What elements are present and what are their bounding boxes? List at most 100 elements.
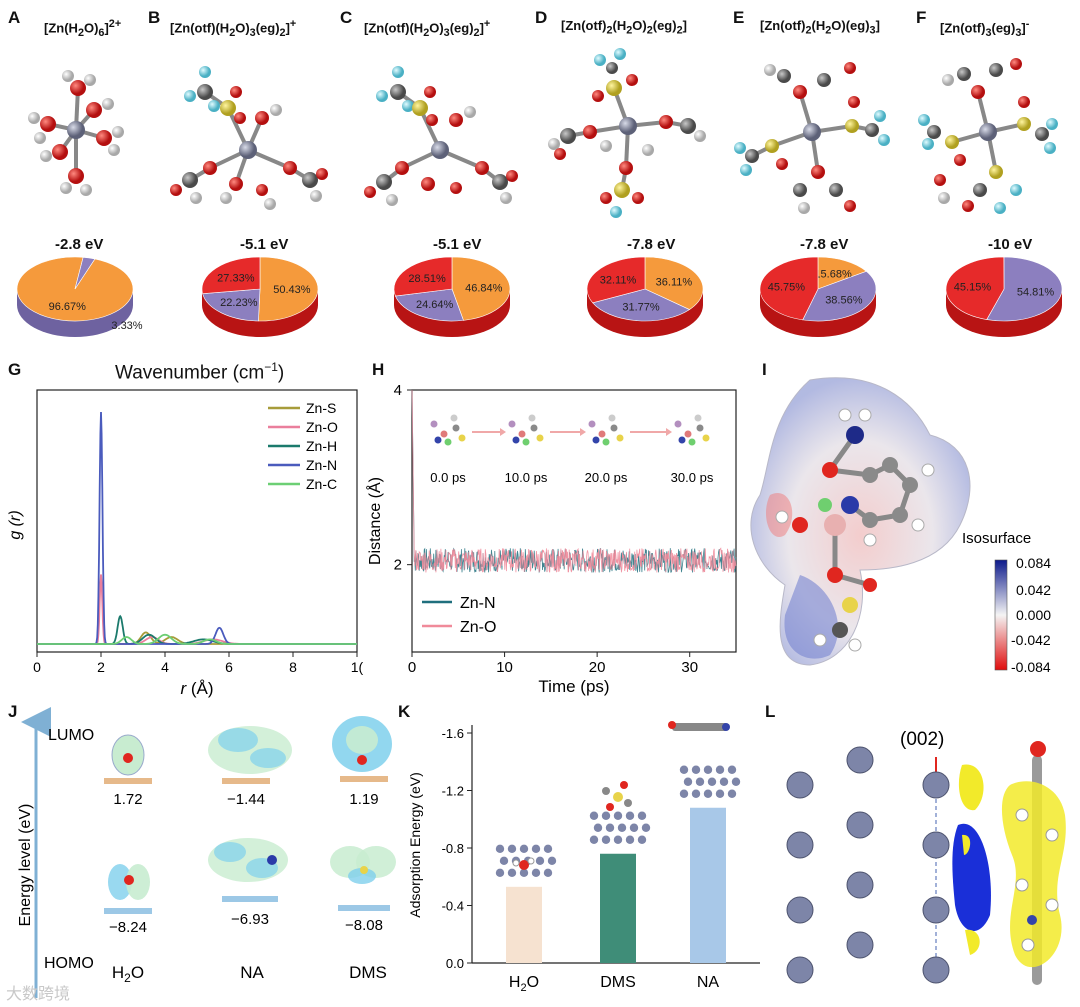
pie-label-purple: 31.77%	[622, 301, 660, 313]
k-zn-atom	[679, 789, 689, 798]
h-snapshot-atom	[688, 438, 696, 446]
l-zn-atom	[846, 746, 874, 774]
pie-label-red: 32.11%	[600, 275, 637, 287]
h-line-zn-o	[411, 389, 737, 573]
k-zn-atom	[593, 823, 603, 832]
g-xtick-label: 2	[97, 659, 105, 675]
k-zn-atom	[683, 777, 693, 786]
dms-lumo-bar	[340, 776, 388, 782]
h-snapshot-label: 20.0 ps	[585, 470, 628, 485]
k-adsorbate-na	[668, 721, 730, 731]
h-snapshot-atom	[450, 414, 458, 422]
k-zn-atom	[589, 811, 599, 820]
pie-charts: 96.67% 3.33% 50.43% 22.23% 27.33% 46.84% 24.64…	[16, 256, 1063, 337]
panel-label-d: D	[535, 8, 548, 27]
h-snapshot-label: 0.0 ps	[430, 470, 466, 485]
k-zn-atom	[507, 844, 517, 854]
k-ytick-label: 0.0	[446, 956, 464, 971]
h-snapshot-atom	[592, 436, 600, 444]
l-blue-lobe	[952, 823, 991, 932]
j-lumo-label: LUMO	[48, 727, 94, 744]
na-lumo-bar	[222, 778, 270, 784]
distance-chart: Distance (Å) Time (ps) 0 10 20 30 4 2 0.0 ps 1…	[365, 382, 737, 696]
dms-homo-bar	[338, 905, 390, 911]
k-zn-atom	[531, 868, 541, 878]
pie-slice-red	[945, 256, 1005, 320]
h-snapshots: 0.0 ps 10.0 ps 20.0 ps 30.0 ps	[430, 414, 714, 485]
l-plane-label: (002)	[900, 729, 944, 750]
complex-title-e: [Zn(otf)2(H2O)(eg)3]	[760, 18, 880, 37]
k-zn-atom	[691, 765, 701, 774]
k-zn-atom	[715, 765, 725, 774]
pie-slice-red	[586, 256, 646, 304]
pie-slice-purple	[394, 288, 464, 322]
na-homo-value: −6.93	[231, 911, 269, 928]
k-zn-atom	[715, 789, 725, 798]
panel-label-e: E	[733, 8, 745, 27]
cbar-tick-3: 0.000	[1016, 607, 1051, 623]
h-snapshot-atom	[536, 434, 544, 442]
pie-slice-red	[201, 256, 261, 295]
adsorption-chart: Adsorption Energy (eV) 0.0 -0.4 -0.8 -1.2 -1…	[407, 721, 760, 994]
l-zn-atom	[846, 871, 874, 899]
pie-slice-purple	[74, 256, 96, 290]
h-xtick-label: 30	[681, 659, 698, 676]
k-zn-atom	[625, 835, 635, 844]
k-zn-atom	[691, 789, 701, 798]
l-yellow-lobe-top	[958, 764, 984, 811]
molecule-e	[734, 62, 890, 214]
pie-label-orange: 50.43%	[273, 284, 311, 296]
h2o-homo-value: −8.24	[109, 919, 147, 936]
k-zn-atom	[543, 868, 553, 878]
k-zn-atom	[703, 789, 713, 798]
g-xtick-label: 0	[33, 659, 41, 675]
k-bar-dms	[600, 853, 636, 963]
l-zn-atom	[846, 811, 874, 839]
k-zn-atom	[519, 844, 529, 854]
g-legend-zn-h: Zn-H	[306, 438, 337, 454]
h-snapshot-arrowhead	[666, 428, 672, 436]
h-snapshot-atom	[430, 420, 438, 428]
k-zn-atom	[613, 811, 623, 820]
k-zn-atom	[727, 789, 737, 798]
j-ylabel: Energy level (eV)	[17, 804, 34, 927]
h-ytick-label: 4	[394, 382, 402, 399]
k-ytick-label: -0.8	[442, 841, 464, 856]
h-axes-ticks: 0 10 20 30 4 2	[394, 382, 698, 676]
molecule-structures	[28, 48, 1058, 218]
complex-title-d: [Zn(otf)2(H2O)2(eg)2]	[561, 18, 687, 37]
h-snapshot-atom	[694, 414, 702, 422]
na-lumo-value: −1.44	[227, 791, 265, 808]
panel-label-h: H	[372, 360, 385, 379]
k-zn-atom	[531, 844, 541, 854]
molecule-c	[364, 66, 518, 206]
l-zn-atom	[922, 956, 950, 984]
panel-label-g: G	[8, 360, 22, 379]
pie-label-red: 45.75%	[768, 282, 806, 294]
k-zn-atom	[719, 777, 729, 786]
pie-a: 96.67% 3.33%	[16, 256, 143, 337]
molecule-d	[548, 48, 706, 218]
h-legend-zn-n: Zn-N	[460, 595, 496, 612]
h-snapshot-atom	[598, 430, 606, 438]
cbar-tick-5: -0.084	[1011, 659, 1051, 675]
g-xtick-label: 4	[161, 659, 169, 675]
pie-label-orange: 46.84%	[465, 282, 503, 294]
esp-zn-atom	[824, 514, 846, 536]
k-zn-atom	[613, 835, 623, 844]
energy-b: -5.1 eV	[240, 236, 289, 253]
panel-label-c: C	[340, 8, 353, 27]
h-xtick-label: 20	[589, 659, 606, 676]
cbar-tick-2: 0.042	[1016, 582, 1051, 598]
h-snapshot-atom	[528, 414, 536, 422]
k-y-ticks: 0.0 -0.4 -0.8 -1.2 -1.6	[442, 726, 472, 971]
k-ytick-label: -1.6	[442, 726, 464, 741]
pie-label-red: 45.15%	[954, 281, 992, 293]
pie-label-red: 27.33%	[217, 273, 255, 285]
k-zn-atom	[637, 811, 647, 820]
pie-label-red: 28.51%	[408, 273, 446, 285]
pie-slice-purple	[202, 288, 261, 322]
h-snapshot-atom	[608, 414, 616, 422]
h-snapshot-arrowhead	[580, 428, 586, 436]
pie-slice-orange	[817, 256, 867, 290]
